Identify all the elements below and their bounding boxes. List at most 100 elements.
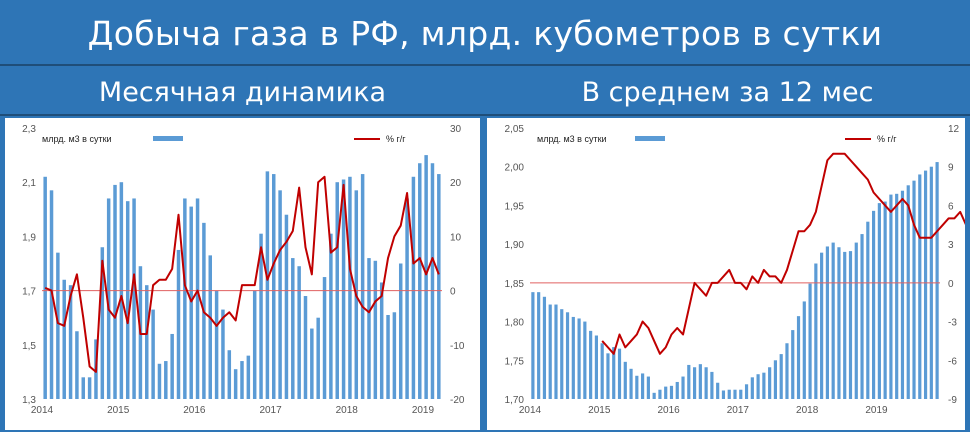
bar xyxy=(675,381,679,399)
bar xyxy=(704,367,708,399)
monthly-chart-panel: 2,3 2,1 1,9 1,7 1,5 1,3 30 20 10 0 -10 -20 2014 2015 2… xyxy=(5,118,480,430)
bar xyxy=(895,193,899,399)
bar xyxy=(81,377,86,399)
bar xyxy=(259,233,263,399)
right-axis-tick-label: 12 xyxy=(948,124,960,135)
bar xyxy=(756,374,760,399)
bar xyxy=(617,348,622,399)
bar xyxy=(831,242,835,399)
bar xyxy=(918,174,922,399)
bar xyxy=(808,283,812,399)
average-chart: 2,05 2,00 1,95 1,90 1,85 1,80 1,75 1,70 12 9 6 3 0 -3… xyxy=(505,124,965,416)
bar xyxy=(744,384,749,399)
x-tick-label: 2017 xyxy=(259,405,282,416)
left-axis-tick-label: 1,80 xyxy=(505,318,525,329)
x-tick-label: 2016 xyxy=(183,405,206,416)
bar xyxy=(233,369,238,399)
bar xyxy=(629,368,633,399)
left-axis-tick-label: 2,3 xyxy=(22,124,36,135)
bar xyxy=(329,233,333,399)
bar xyxy=(145,285,149,399)
left-axis-tick-label: 1,3 xyxy=(22,395,36,406)
x-tick-label: 2019 xyxy=(412,405,435,416)
bar xyxy=(221,309,225,399)
bar xyxy=(87,377,92,399)
bar xyxy=(739,389,743,399)
left-axis-tick-label: 1,75 xyxy=(505,356,525,367)
bar xyxy=(854,242,858,399)
bar xyxy=(100,247,105,399)
bar xyxy=(733,389,737,399)
main-title-bar: Добыча газа в РФ, млрд. кубометров в сут… xyxy=(0,0,970,66)
bar xyxy=(170,333,174,399)
bar xyxy=(265,171,270,399)
right-axis-tick-label: -20 xyxy=(450,395,465,406)
bar xyxy=(641,373,645,399)
bar xyxy=(303,296,308,399)
bar xyxy=(183,198,187,399)
right-axis-tick-label: -3 xyxy=(948,318,957,329)
right-axis-tick-label: -9 xyxy=(948,395,957,406)
bar xyxy=(125,201,130,399)
left-axis-tick-label: 2,1 xyxy=(22,178,36,189)
bar xyxy=(227,350,232,399)
bar xyxy=(310,328,314,399)
bar xyxy=(883,201,887,399)
bar xyxy=(912,180,916,399)
bar xyxy=(386,314,390,399)
bar xyxy=(571,316,575,399)
bar xyxy=(208,255,212,399)
subtitle-divider xyxy=(0,114,970,116)
bar xyxy=(681,376,685,399)
bar xyxy=(860,234,864,399)
bar xyxy=(367,258,371,399)
right-axis-tick-label: 30 xyxy=(450,124,462,135)
bar xyxy=(825,246,829,399)
bar xyxy=(405,198,409,399)
bar xyxy=(322,277,327,399)
bar xyxy=(278,190,282,399)
right-axis-tick-label: -6 xyxy=(948,356,957,367)
bar xyxy=(866,221,870,399)
right-axis-tick-label: 0 xyxy=(450,287,456,298)
bar xyxy=(923,170,928,399)
right-subtitle: В среднем за 12 мес xyxy=(581,76,874,108)
bar xyxy=(623,361,627,399)
legend-line-label: % г/г xyxy=(386,134,406,144)
bar xyxy=(560,309,564,399)
right-axis-tick-label: 9 xyxy=(948,163,954,174)
average-chart-panel: 2,05 2,00 1,95 1,90 1,85 1,80 1,75 1,70 12 9 6 3 0 -3… xyxy=(487,118,965,430)
left-axis-tick-label: 1,7 xyxy=(22,287,36,298)
bar xyxy=(542,296,547,399)
bar xyxy=(600,343,604,399)
bar xyxy=(272,174,276,399)
bar xyxy=(889,194,893,399)
bar xyxy=(589,330,593,399)
bar xyxy=(176,249,181,399)
bar xyxy=(698,364,702,399)
right-axis-tick-label: 20 xyxy=(450,178,462,189)
bar xyxy=(687,364,691,399)
bar xyxy=(606,353,610,399)
title-divider xyxy=(0,64,970,66)
bar xyxy=(348,176,352,399)
legend-line-label: % г/г xyxy=(877,134,897,144)
yoy-line xyxy=(44,175,440,373)
x-tick-label: 2014 xyxy=(31,405,54,416)
left-axis-tick-label: 1,85 xyxy=(505,279,525,290)
bar xyxy=(646,376,650,399)
legend-bar-label: млрд. м3 в сутки xyxy=(42,134,112,144)
right-axis-tick-label: 6 xyxy=(948,201,954,212)
bar xyxy=(721,390,726,399)
x-tick-label: 2014 xyxy=(519,405,542,416)
bar xyxy=(189,206,193,399)
main-title: Добыча газа в РФ, млрд. кубометров в сут… xyxy=(87,13,883,53)
bar xyxy=(62,279,66,399)
left-axis-tick-label: 2,00 xyxy=(505,163,525,174)
bar xyxy=(669,385,674,399)
bar xyxy=(360,174,365,399)
bar xyxy=(398,263,403,399)
bar xyxy=(379,282,384,399)
bar xyxy=(843,251,847,399)
right-axis-tick-label: -10 xyxy=(450,341,465,352)
